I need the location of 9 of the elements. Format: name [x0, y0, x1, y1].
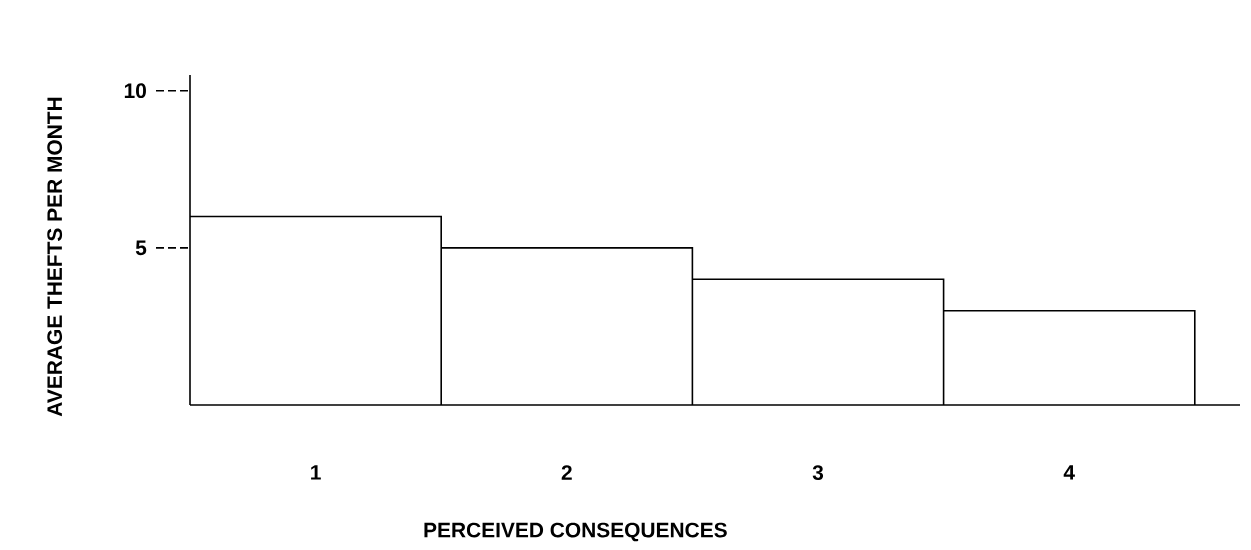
- bar: [190, 215, 442, 405]
- y-axis-title: AVERAGE THEFTS PER MONTH: [47, 97, 63, 417]
- y-tick-label: 5: [135, 240, 147, 256]
- x-tick-label: 3: [812, 465, 824, 481]
- x-tick-label: 4: [1063, 465, 1075, 480]
- y-tick-label: 10: [124, 83, 146, 99]
- x-tick-label: 2: [561, 465, 572, 480]
- x-axis-title: PERCEIVED CONSEQUENCES: [424, 522, 727, 542]
- x-tick-label: 1: [311, 465, 321, 480]
